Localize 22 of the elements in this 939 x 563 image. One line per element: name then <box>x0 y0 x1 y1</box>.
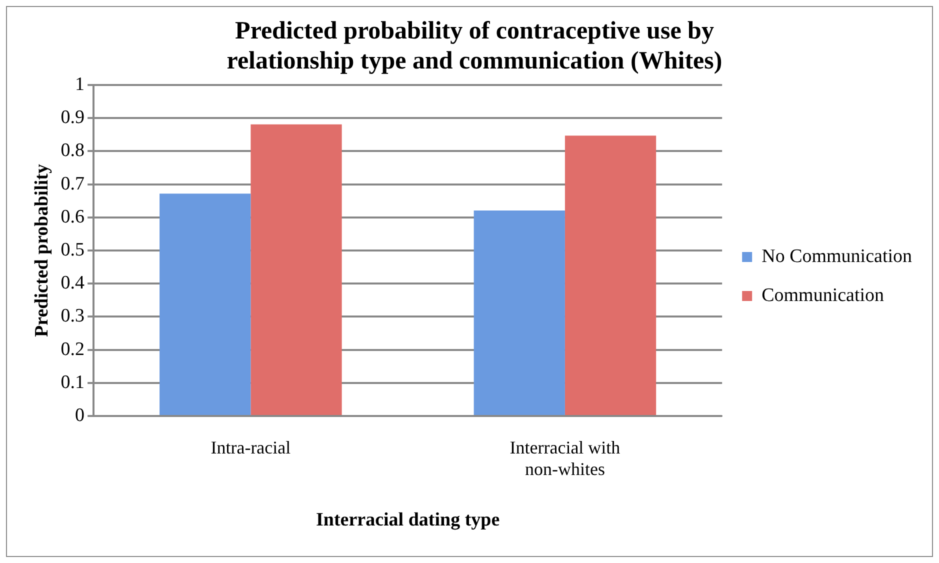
legend-label: Communication <box>762 284 885 306</box>
y-tick-label: 0.7 <box>60 173 85 194</box>
x-axis-title: Interracial dating type <box>316 510 500 531</box>
y-tick-label: 0 <box>75 404 85 426</box>
bar <box>474 210 565 415</box>
y-tick-label: 0.2 <box>60 338 85 360</box>
y-tick-label: 0.4 <box>60 272 86 294</box>
y-tick-label: 0.1 <box>60 372 85 393</box>
x-tick-label: Intra-racial <box>210 438 291 458</box>
bar <box>250 124 342 415</box>
bar <box>160 194 251 415</box>
y-tick-label: 0.6 <box>60 206 85 228</box>
y-axis-title: Predicted probability <box>31 164 52 337</box>
legend-label: No Communication <box>762 246 912 267</box>
y-tick-label: 0.5 <box>60 239 85 260</box>
y-tick-label: 0.8 <box>60 140 85 162</box>
y-tick-label: 0.3 <box>60 306 85 327</box>
y-tick-label: 1 <box>75 74 85 95</box>
chart-title: Predicted probability of contraceptive use by relationship type and communication (Whites) <box>226 17 722 74</box>
y-tick-label: 0.9 <box>60 107 85 128</box>
bar <box>564 136 656 415</box>
x-tick-label: Interracial with non-whites <box>510 438 620 480</box>
